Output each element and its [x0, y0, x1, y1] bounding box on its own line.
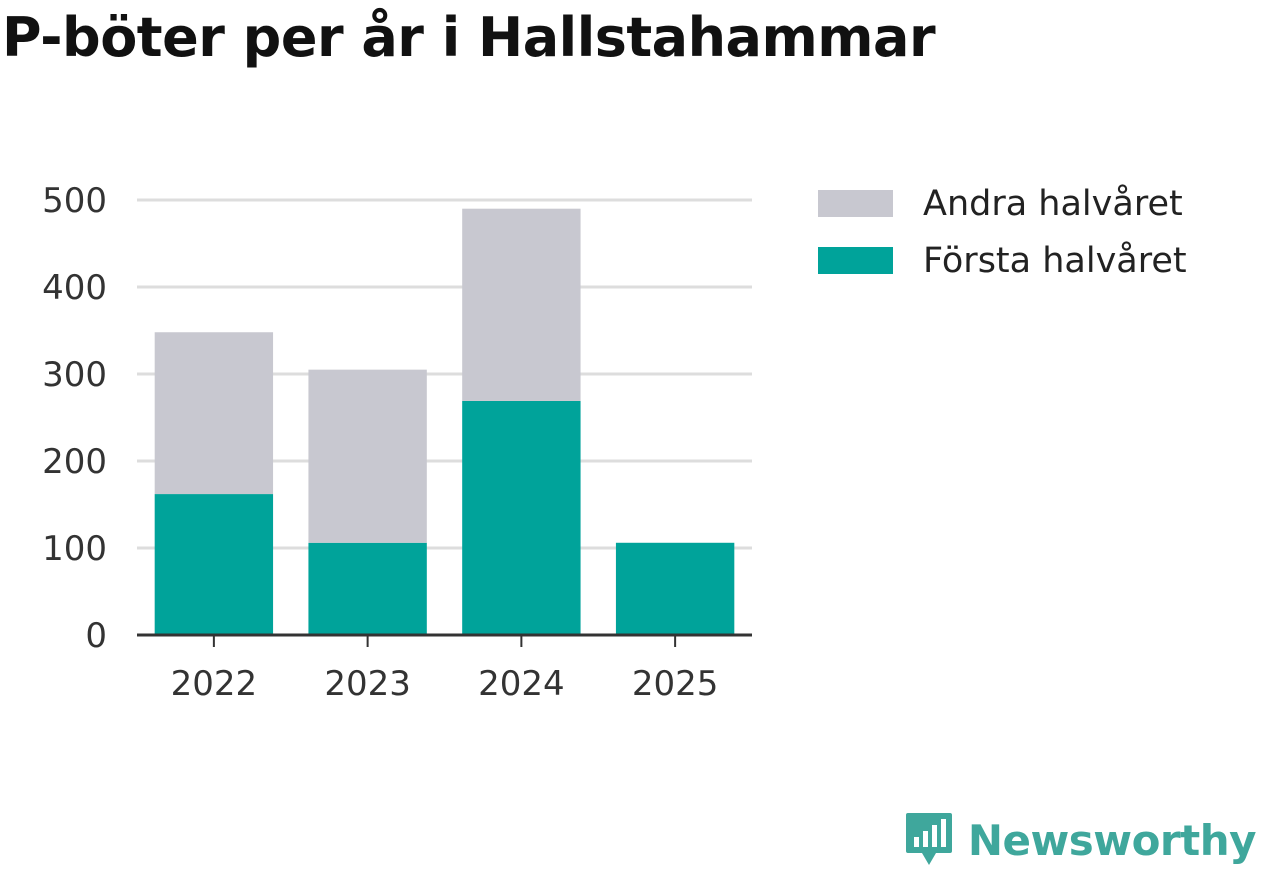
legend-label: Första halvåret: [923, 240, 1187, 281]
bar-första-halvåret-2024: [462, 400, 581, 635]
x-axis-ticks: 2022 2023 2024 2025: [171, 664, 719, 704]
y-tick-label: 300: [42, 355, 107, 395]
brand-name: Newsworthy: [967, 815, 1257, 865]
bar-första-halvåret-2022: [154, 494, 274, 635]
x-axis: [137, 633, 752, 647]
y-tick-label: 500: [42, 181, 107, 221]
x-tick-label: 2022: [171, 664, 258, 704]
y-tick-label: 400: [42, 268, 107, 308]
y-tick-label: 200: [42, 442, 107, 482]
legend-label: Andra halvåret: [923, 183, 1183, 224]
bars: [154, 208, 735, 635]
y-tick-label: 100: [42, 529, 107, 569]
legend: Andra halvåret Första halvåret: [818, 183, 1187, 281]
newsworthy-bars-icon: [905, 813, 952, 865]
x-tick-label: 2024: [478, 664, 565, 704]
bar-första-halvåret-2025: [615, 542, 735, 635]
y-axis-ticks: 0 100 200 300 400 500: [42, 181, 107, 656]
legend-swatch: [818, 190, 893, 217]
bar-andra-halvåret-2023: [308, 369, 427, 543]
y-tick-label: 0: [85, 616, 107, 656]
x-tick-label: 2023: [324, 664, 411, 704]
bar-andra-halvåret-2024: [462, 208, 581, 401]
bar-första-halvåret-2023: [308, 542, 427, 635]
newsworthy-logo: Newsworthy: [904, 811, 1257, 869]
bar-andra-halvåret-2022: [154, 332, 274, 495]
chart-title: P-böter per år i Hallstahammar: [2, 6, 936, 69]
x-tick-label: 2025: [632, 664, 719, 704]
legend-swatch: [818, 247, 893, 274]
